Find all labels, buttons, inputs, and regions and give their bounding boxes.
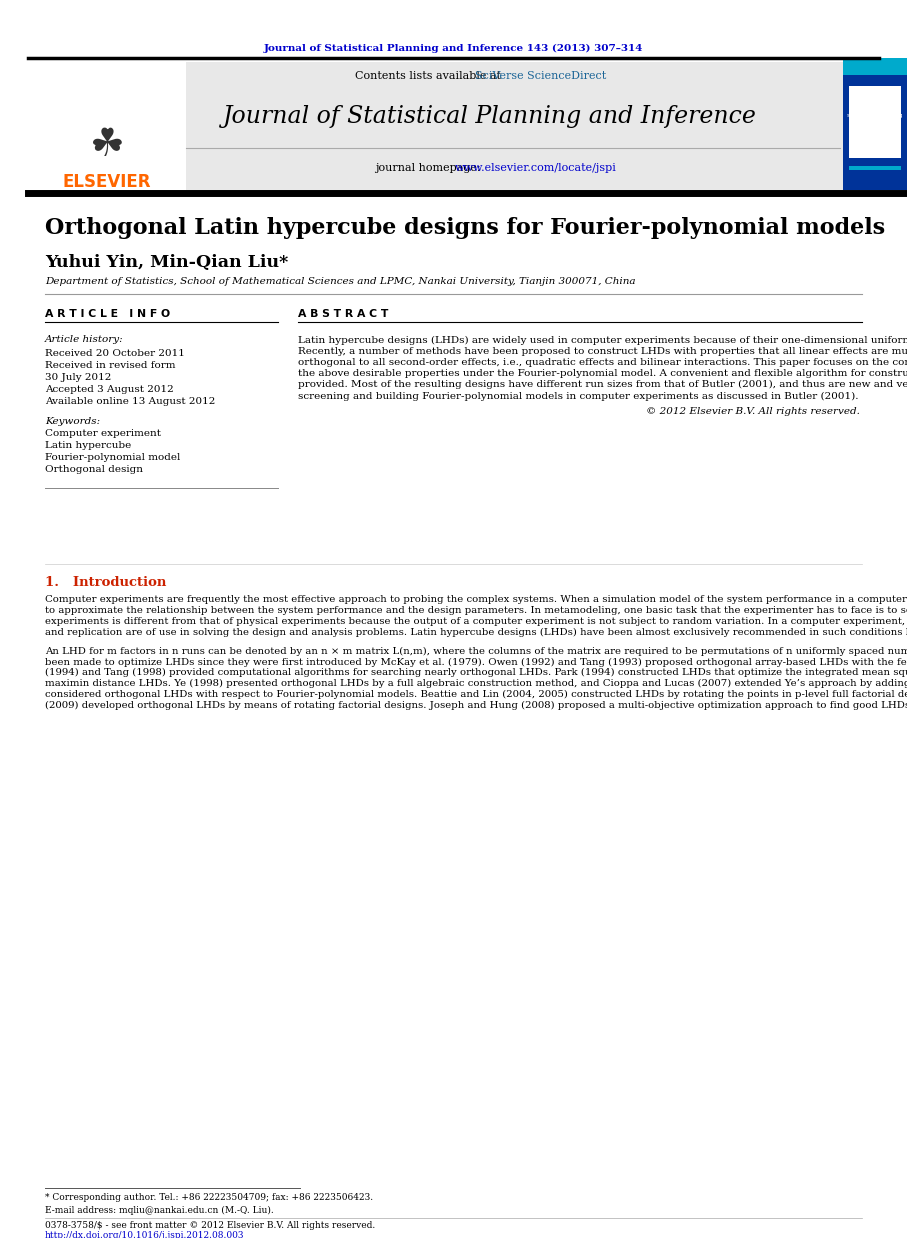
Text: Received in revised form: Received in revised form	[45, 360, 175, 369]
Text: Journal of Statistical Planning and Inference: Journal of Statistical Planning and Infe…	[223, 105, 757, 129]
Text: orthogonal to all second-order effects, i.e., quadratic effects and bilinear int: orthogonal to all second-order effects, …	[298, 358, 907, 366]
Text: 0378-3758/$ - see front matter © 2012 Elsevier B.V. All rights reserved.: 0378-3758/$ - see front matter © 2012 El…	[45, 1222, 375, 1231]
Text: E-mail address: mqliu@nankai.edu.cn (M.-Q. Liu).: E-mail address: mqliu@nankai.edu.cn (M.-…	[45, 1206, 274, 1214]
Text: http://dx.doi.org/10.1016/j.jspi.2012.08.003: http://dx.doi.org/10.1016/j.jspi.2012.08…	[45, 1231, 245, 1238]
Text: © 2012 Elsevier B.V. All rights reserved.: © 2012 Elsevier B.V. All rights reserved…	[646, 407, 860, 416]
Text: (1994) and Tang (1998) provided computational algorithms for searching nearly or: (1994) and Tang (1998) provided computat…	[45, 669, 907, 677]
Text: maximin distance LHDs. Ye (1998) presented orthogonal LHDs by a full algebraic c: maximin distance LHDs. Ye (1998) present…	[45, 678, 907, 688]
Text: Latin hypercube: Latin hypercube	[45, 442, 132, 451]
Text: Orthogonal Latin hypercube designs for Fourier-polynomial models: Orthogonal Latin hypercube designs for F…	[45, 217, 885, 239]
Text: Latin hypercube designs (LHDs) are widely used in computer experiments because o: Latin hypercube designs (LHDs) are widel…	[298, 335, 907, 344]
Text: Fourier-polynomial model: Fourier-polynomial model	[45, 453, 180, 463]
Text: been made to optimize LHDs since they were first introduced by McKay et al. (197: been made to optimize LHDs since they we…	[45, 657, 907, 666]
Text: An LHD for m factors in n runs can be denoted by an n × m matrix L(n,m), where t: An LHD for m factors in n runs can be de…	[45, 646, 907, 656]
Text: the above desirable properties under the Fourier-polynomial model. A convenient : the above desirable properties under the…	[298, 369, 907, 378]
Text: to approximate the relationship between the system performance and the design pa: to approximate the relationship between …	[45, 607, 907, 615]
Text: ELSEVIER: ELSEVIER	[63, 173, 151, 191]
Text: SciVerse ScienceDirect: SciVerse ScienceDirect	[475, 71, 607, 80]
Text: Department of Statistics, School of Mathematical Sciences and LPMC, Nankai Unive: Department of Statistics, School of Math…	[45, 277, 636, 286]
Text: A B S T R A C T: A B S T R A C T	[298, 310, 388, 319]
Text: and replication are of use in solving the design and analysis problems. Latin hy: and replication are of use in solving th…	[45, 628, 907, 638]
FancyBboxPatch shape	[849, 85, 901, 158]
FancyBboxPatch shape	[843, 62, 907, 189]
Text: Keywords:: Keywords:	[45, 416, 100, 426]
Text: provided. Most of the resulting designs have different run sizes from that of Bu: provided. Most of the resulting designs …	[298, 380, 907, 390]
Text: ☘: ☘	[90, 126, 124, 163]
Text: (2009) developed orthogonal LHDs by means of rotating factorial designs. Joseph : (2009) developed orthogonal LHDs by mean…	[45, 701, 907, 709]
Text: Yuhui Yin, Min-Qian Liu*: Yuhui Yin, Min-Qian Liu*	[45, 254, 288, 270]
Text: A R T I C L E   I N F O: A R T I C L E I N F O	[45, 310, 171, 319]
Text: Contents lists available at: Contents lists available at	[355, 71, 504, 80]
Text: 30 July 2012: 30 July 2012	[45, 373, 112, 381]
FancyBboxPatch shape	[28, 62, 186, 189]
Text: experiments is different from that of physical experiments because the output of: experiments is different from that of ph…	[45, 617, 907, 626]
FancyBboxPatch shape	[28, 62, 843, 189]
FancyBboxPatch shape	[843, 58, 907, 76]
Text: Available online 13 August 2012: Available online 13 August 2012	[45, 396, 215, 406]
Text: * Corresponding author. Tel.: +86 22223504709; fax: +86 2223506423.: * Corresponding author. Tel.: +86 222235…	[45, 1193, 373, 1202]
Text: screening and building Fourier-polynomial models in computer experiments as disc: screening and building Fourier-polynomia…	[298, 391, 859, 401]
Text: Orthogonal design: Orthogonal design	[45, 465, 143, 474]
Text: journal of
statistical planning
and inference: journal of statistical planning and infe…	[847, 106, 902, 124]
Text: 1.   Introduction: 1. Introduction	[45, 576, 166, 588]
Text: Article history:: Article history:	[45, 335, 123, 344]
FancyBboxPatch shape	[849, 166, 901, 170]
Text: Computer experiment: Computer experiment	[45, 430, 161, 438]
Text: Received 20 October 2011: Received 20 October 2011	[45, 349, 185, 358]
Text: Journal of Statistical Planning and Inference 143 (2013) 307–314: Journal of Statistical Planning and Infe…	[263, 43, 643, 52]
Text: considered orthogonal LHDs with respect to Fourier-polynomial models. Beattie an: considered orthogonal LHDs with respect …	[45, 690, 907, 699]
Text: Accepted 3 August 2012: Accepted 3 August 2012	[45, 385, 174, 394]
Text: journal homepage:: journal homepage:	[375, 163, 484, 173]
Text: www.elsevier.com/locate/jspi: www.elsevier.com/locate/jspi	[455, 163, 617, 173]
Text: Computer experiments are frequently the most effective approach to probing the c: Computer experiments are frequently the …	[45, 595, 907, 604]
Text: Recently, a number of methods have been proposed to construct LHDs with properti: Recently, a number of methods have been …	[298, 347, 907, 355]
